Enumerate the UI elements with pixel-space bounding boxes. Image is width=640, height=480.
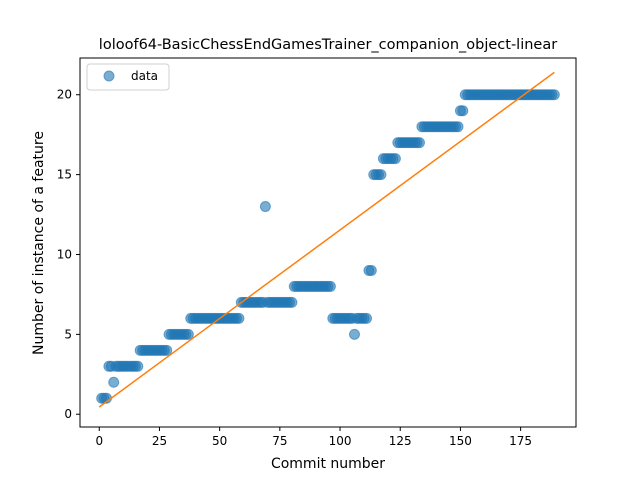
data-point <box>233 312 245 324</box>
legend-marker-data <box>103 70 115 82</box>
x-tick-label: 50 <box>212 434 227 448</box>
y-tick-label: 20 <box>57 88 72 102</box>
data-point <box>413 137 425 149</box>
y-tick-label: 10 <box>57 247 72 261</box>
data-point <box>548 89 560 101</box>
data-point <box>452 121 464 133</box>
data-point <box>457 105 469 117</box>
data-point <box>375 169 387 181</box>
y-tick-label: 0 <box>64 407 72 421</box>
fit-line <box>98 71 555 408</box>
plot-frame <box>79 57 577 428</box>
x-tick-label: 175 <box>509 434 532 448</box>
data-point <box>348 328 360 340</box>
x-axis-title: Commit number <box>271 456 385 472</box>
x-tick-label: 25 <box>152 434 167 448</box>
data-point <box>132 360 144 372</box>
data-point <box>108 376 120 388</box>
legend-box <box>86 63 170 91</box>
data-point <box>361 312 373 324</box>
x-tick-label: 75 <box>272 434 287 448</box>
y-axis: 0 5 10 15 20 <box>57 88 80 421</box>
x-tick-label: 150 <box>449 434 472 448</box>
data-point <box>324 280 336 292</box>
x-axis: 0 25 50 75 100 125 150 175 <box>95 427 532 448</box>
legend-label-data: data <box>131 69 158 83</box>
data-point <box>389 153 401 165</box>
data-point <box>182 328 194 340</box>
x-tick-label: 0 <box>95 434 103 448</box>
data-point <box>259 201 271 213</box>
chart-title: loloof64-BasicChessEndGamesTrainer_compa… <box>99 37 557 53</box>
data-point <box>365 264 377 276</box>
plot-area <box>96 71 560 408</box>
x-tick-label: 125 <box>389 434 412 448</box>
data-point <box>161 344 173 356</box>
y-axis-title: Number of instance of a feature <box>31 131 47 355</box>
y-tick-label: 15 <box>57 168 72 182</box>
x-tick-label: 100 <box>329 434 352 448</box>
legend: data <box>86 63 170 91</box>
data-point <box>286 296 298 308</box>
y-tick-label: 5 <box>64 327 72 341</box>
